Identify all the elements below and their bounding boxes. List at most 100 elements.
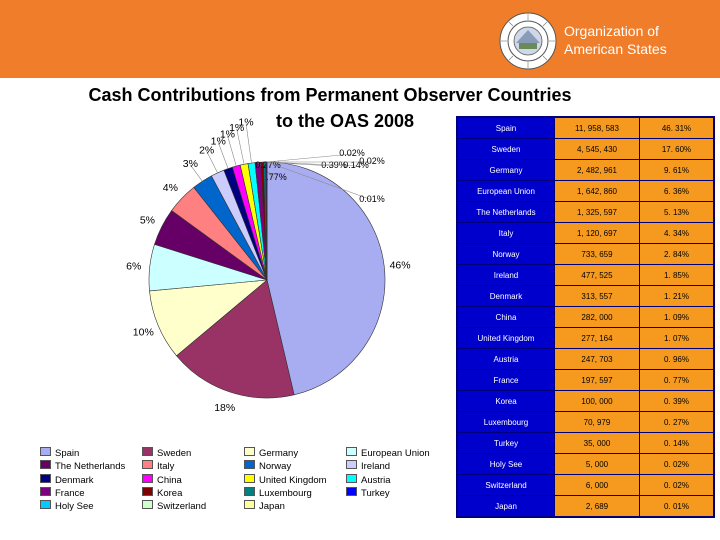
table-cell-country: Japan	[457, 495, 555, 517]
pie-slice-label: 0.01%	[359, 194, 385, 204]
table-cell-amount: 100, 000	[554, 390, 640, 412]
table-cell-amount: 733, 659	[554, 243, 640, 265]
table-row: Austria 247, 703 0. 96%	[457, 348, 714, 370]
table-cell-percent: 0. 02%	[639, 453, 714, 475]
pie-slice-label: 0.02%	[339, 148, 365, 158]
table-cell-percent: 46. 31%	[639, 117, 714, 139]
table-cell-percent: 0. 96%	[639, 348, 714, 370]
table-row: Turkey 35, 000 0. 14%	[457, 432, 714, 454]
legend-label: Denmark	[55, 474, 94, 486]
pie-leader-line	[227, 135, 237, 167]
table-cell-amount: 1, 642, 860	[554, 180, 640, 202]
table-cell-country: Switzerland	[457, 474, 555, 496]
pie-slice-label: 2%	[199, 144, 214, 156]
pie-slice-label: 3%	[183, 158, 198, 170]
table-cell-country: Korea	[457, 390, 555, 412]
legend-item: United Kingdom	[244, 473, 327, 486]
table-cell-percent: 17. 60%	[639, 138, 714, 160]
legend-item: Luxembourg	[244, 486, 312, 499]
table-cell-percent: 1. 21%	[639, 285, 714, 307]
table-cell-percent: 0. 02%	[639, 474, 714, 496]
oas-seal-icon	[499, 12, 557, 70]
table-cell-amount: 313, 557	[554, 285, 640, 307]
legend-swatch	[244, 447, 255, 456]
pie-leader-line	[262, 161, 335, 167]
table-cell-country: Sweden	[457, 138, 555, 160]
table-cell-country: Ireland	[457, 264, 555, 286]
table-row: China 282, 000 1. 09%	[457, 306, 714, 328]
table-cell-country: Spain	[457, 117, 555, 139]
table-cell-amount: 35, 000	[554, 432, 640, 454]
legend-item: The Netherlands	[40, 460, 125, 472]
table-cell-country: Norway	[457, 243, 555, 265]
pie-slice-label: 0.14%	[343, 160, 369, 170]
legend-swatch	[244, 460, 255, 470]
chart-title: Cash Contributions from Permanent Observ…	[30, 82, 630, 134]
table-cell-country: Italy	[457, 222, 555, 244]
legend-swatch	[142, 486, 153, 496]
pie-slice	[266, 161, 386, 396]
legend-item: Austria	[346, 473, 391, 486]
table-cell-country: Austria	[457, 348, 555, 370]
table-cell-country: Holy See	[457, 453, 555, 475]
pie-leader-line	[190, 164, 203, 182]
pie-slice-label: 10%	[133, 327, 154, 339]
table-row: Korea 100, 000 0. 39%	[457, 390, 714, 412]
legend-swatch	[40, 500, 51, 510]
legend-swatch	[142, 460, 153, 470]
legend-label: Korea	[157, 487, 183, 499]
table-cell-percent: 1. 07%	[639, 327, 714, 349]
legend-label: Japan	[259, 501, 285, 513]
legend-swatch	[346, 486, 357, 496]
pie-slice-label: 18%	[214, 402, 235, 414]
header-bar: Organization of American States	[0, 0, 720, 78]
pie-leader-line	[266, 161, 373, 201]
pie-leader-line	[236, 128, 245, 165]
legend-label: China	[157, 474, 182, 486]
pie-slice-label: 1%	[220, 128, 235, 140]
pie-leader-line	[206, 151, 218, 173]
table-cell-percent: 5. 13%	[639, 201, 714, 223]
table-cell-percent: 1. 09%	[639, 306, 714, 328]
table-row: Norway 733, 659 2. 84%	[457, 243, 714, 265]
pie-slice-label: 0.77%	[261, 172, 287, 182]
legend-item: Italy	[142, 460, 174, 472]
legend-swatch	[142, 500, 153, 510]
legend-item: Switzerland	[142, 500, 206, 512]
pie-slice-label: 0.27%	[255, 160, 281, 170]
table-cell-amount: 5, 000	[554, 453, 640, 475]
legend-label: The Netherlands	[55, 461, 126, 473]
legend-swatch	[346, 460, 357, 470]
legend-label: Spain	[55, 448, 80, 459]
pie-slice-label: 1%	[229, 122, 244, 134]
org-name-line2: American States	[564, 41, 667, 57]
legend-swatch	[244, 473, 255, 483]
table-row: France 197, 597 0. 77%	[457, 369, 714, 391]
legend-item: Turkey	[346, 486, 390, 499]
pie-slice-label: 1%	[238, 116, 253, 128]
table-cell-percent: 4. 34%	[639, 222, 714, 244]
legend-label: Germany	[259, 448, 299, 459]
legend-label: Norway	[259, 461, 292, 473]
pie-leader-line	[217, 142, 229, 169]
table-row: United Kingdom 277, 164 1. 07%	[457, 327, 714, 349]
chart-title-line1: Cash Contributions from Permanent Observ…	[88, 85, 572, 105]
table-cell-amount: 197, 597	[554, 369, 640, 391]
pie-leader-line	[245, 123, 252, 164]
table-row: Germany 2, 482, 961 9. 61%	[457, 159, 714, 181]
pie-chart: 46%18%10%6%5%4%3%2%1%1%1%1%0.77%0.39%0.2…	[126, 116, 410, 414]
table-cell-amount: 477, 525	[554, 264, 640, 286]
table-row: Spain 11, 958, 583 46. 31%	[457, 117, 714, 139]
table-row: Italy 1, 120, 697 4. 34%	[457, 222, 714, 244]
contributions-table-body: Spain 11, 958, 583 46. 31% Sweden 4, 545, 43…	[457, 117, 714, 517]
table-cell-percent: 6. 36%	[639, 180, 714, 202]
table-cell-country: The Netherlands	[457, 201, 555, 223]
table-cell-country: Luxembourg	[457, 411, 555, 433]
pie-slice-label: 1%	[211, 135, 226, 147]
table-row: Sweden 4, 545, 430 17. 60%	[457, 138, 714, 160]
table-cell-amount: 70, 979	[554, 411, 640, 433]
legend-swatch	[142, 473, 153, 483]
legend-swatch	[244, 486, 255, 496]
org-name-line1: Organization of	[564, 23, 659, 39]
table-cell-percent: 0. 39%	[639, 390, 714, 412]
